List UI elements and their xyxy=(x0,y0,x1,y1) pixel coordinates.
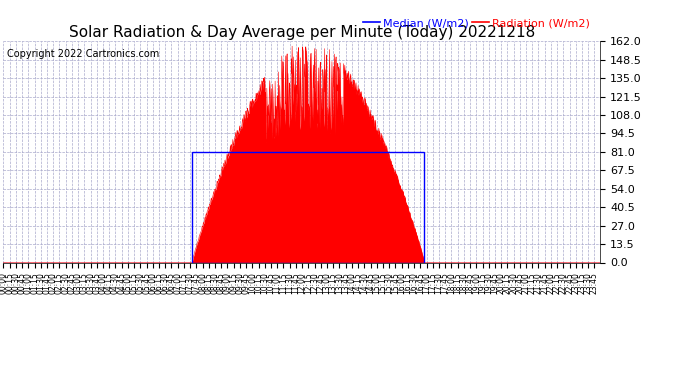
Legend: Median (W/m2), Radiation (W/m2): Median (W/m2), Radiation (W/m2) xyxy=(359,13,595,33)
Title: Solar Radiation & Day Average per Minute (Today) 20221218: Solar Radiation & Day Average per Minute… xyxy=(69,25,535,40)
Text: Copyright 2022 Cartronics.com: Copyright 2022 Cartronics.com xyxy=(7,49,159,59)
Bar xyxy=(193,152,424,262)
